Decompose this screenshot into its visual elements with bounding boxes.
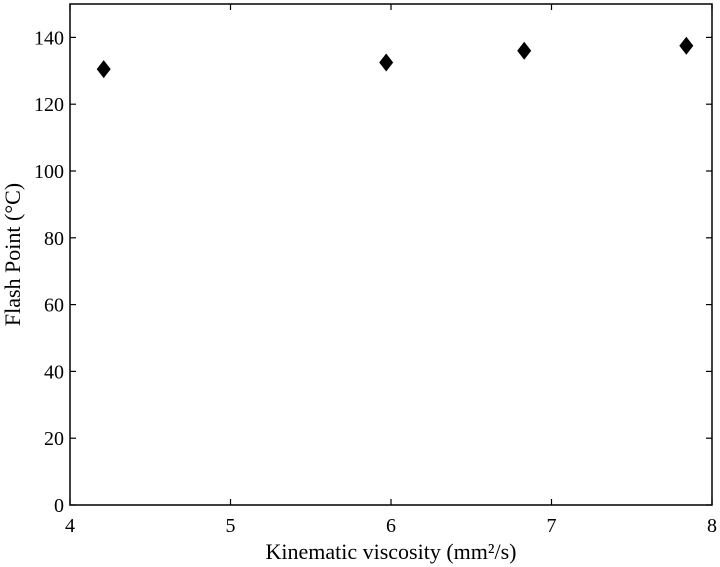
data-series — [96, 36, 694, 79]
y-axis: 0 20 40 60 80 100 120 140 — [34, 27, 712, 517]
x-tick-label: 6 — [386, 515, 396, 537]
y-tick-label: 60 — [44, 295, 64, 317]
y-tick-label: 120 — [34, 94, 64, 116]
y-tick-label: 40 — [44, 361, 64, 383]
x-axis-label: Kinematic viscosity (mm²/s) — [265, 539, 516, 564]
x-tick-label: 4 — [65, 515, 75, 537]
data-point-diamond — [517, 41, 532, 60]
y-axis-label: Flash Point (°C) — [0, 183, 25, 326]
x-tick-label: 5 — [226, 515, 236, 537]
y-tick-label: 100 — [34, 161, 64, 183]
data-point-diamond — [679, 36, 694, 55]
x-tick-label: 8 — [707, 515, 717, 537]
data-point-diamond — [96, 60, 111, 79]
y-tick-label: 0 — [54, 495, 64, 517]
y-tick-label: 80 — [44, 228, 64, 250]
y-tick-label: 20 — [44, 428, 64, 450]
data-point-diamond — [379, 53, 394, 72]
x-tick-label: 7 — [547, 515, 557, 537]
plot-frame — [69, 3, 713, 506]
x-axis: 4 5 6 7 8 — [65, 4, 717, 537]
y-tick-label: 140 — [34, 27, 64, 49]
